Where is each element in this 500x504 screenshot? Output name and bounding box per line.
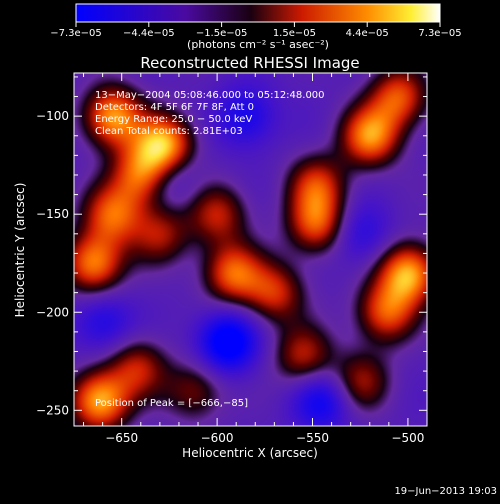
chart-title: Reconstructed RHESSI Image: [140, 54, 359, 72]
y-tick-label: −150: [36, 207, 69, 221]
x-tick-label: −500: [391, 431, 424, 445]
heatmap-image: [74, 73, 427, 426]
colorbar-ticks: −7.3e−05 −4.4e−05 −1.5e−05 1.5e−05 4.4e−05 7.…: [50, 22, 462, 39]
y-tick-label: −200: [36, 305, 69, 319]
colorbar-tick-label: 7.3e−05: [418, 28, 461, 39]
x-tick-label: −550: [296, 431, 329, 445]
annotation-clean-counts: Clean Total counts: 2.81E+03: [95, 126, 243, 137]
colorbar-tick-label: −7.3e−05: [50, 28, 102, 39]
colorbar-tick-label: −1.5e−05: [196, 28, 248, 39]
x-tick-label: −650: [105, 431, 138, 445]
y-axis: −100 −150 −200 −250: [36, 76, 427, 417]
colorbar-tick-label: 4.4e−05: [346, 28, 389, 39]
colorbar: [75, 3, 441, 23]
footer-timestamp: 19−Jun−2013 19:03: [394, 486, 497, 497]
x-axis-label: Heliocentric X (arcsec): [182, 446, 318, 460]
colorbar-units-label: (photons cm⁻² s⁻¹ asec⁻²): [187, 38, 329, 51]
annotation-detectors: Detectors: 4F 5F 6F 7F 8F, Att 0: [95, 102, 254, 113]
colorbar-tick-label: 1.5e−05: [273, 28, 316, 39]
y-tick-label: −100: [36, 109, 69, 123]
annotation-time-range: 13−May−2004 05:08:46.000 to 05:12:48.000: [95, 90, 325, 101]
annotation-peak-position: Position of Peak = [−666,−85]: [95, 398, 248, 409]
x-tick-label: −600: [201, 431, 234, 445]
y-tick-label: −250: [36, 403, 69, 417]
plot-frame: [73, 72, 428, 427]
colorbar-tick-label: −4.4e−05: [123, 28, 175, 39]
y-axis-label: Heliocentric Y (arcsec): [13, 183, 27, 318]
annotation-energy-range: Energy Range: 25.0 − 50.0 keV: [95, 114, 252, 125]
x-axis: −650 −600 −550 −500: [83, 73, 428, 445]
